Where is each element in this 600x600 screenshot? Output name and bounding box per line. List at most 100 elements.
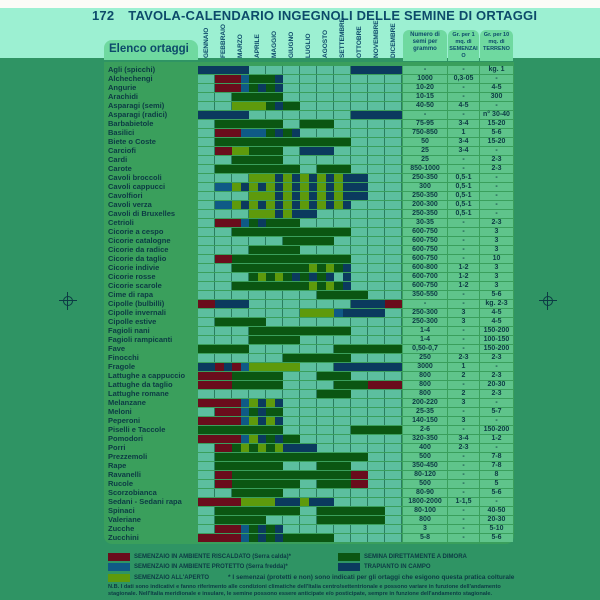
month-cell <box>368 327 385 335</box>
legend-label: TRAPIANTO IN CAMPO <box>364 564 431 570</box>
month-header: OTTOBRE <box>356 26 363 58</box>
month-cell <box>351 336 368 344</box>
period-mark <box>351 381 360 389</box>
period-mark <box>300 255 309 263</box>
period-mark <box>308 210 317 218</box>
period-mark <box>291 246 300 254</box>
seeds-value: 500 <box>403 453 447 461</box>
table-row: Zucchini 5-8-5-6 <box>104 533 514 542</box>
period-mark <box>223 471 232 479</box>
period-mark <box>232 471 241 479</box>
g1-value: - <box>448 507 479 515</box>
period-mark <box>266 210 275 218</box>
period-mark <box>215 363 224 371</box>
month-cell <box>334 489 351 497</box>
month-cell <box>334 246 351 254</box>
period-mark <box>274 408 283 416</box>
month-cell <box>232 246 249 254</box>
month-cell <box>232 174 249 182</box>
period-mark <box>223 75 232 83</box>
month-cell <box>385 354 402 362</box>
period-mark <box>300 309 309 317</box>
g1-value: - <box>448 84 479 92</box>
period-mark <box>232 408 241 416</box>
period-mark <box>291 480 300 488</box>
period-mark <box>317 255 326 263</box>
g1-value: - <box>448 156 479 164</box>
month-cell <box>300 525 317 533</box>
period-mark <box>257 516 266 524</box>
period-mark <box>266 336 275 344</box>
period-mark <box>359 480 368 488</box>
period-mark <box>257 210 266 218</box>
period-mark <box>249 102 258 110</box>
month-cell <box>300 363 317 371</box>
month-cell <box>385 147 402 155</box>
period-mark <box>232 399 241 407</box>
table-row: Rucole 500-5 <box>104 479 514 488</box>
g10-value: 3 <box>480 264 513 272</box>
vegetable-name: Ravanelli <box>108 470 141 479</box>
period-mark <box>240 426 249 434</box>
period-mark <box>232 426 241 434</box>
month-cell <box>317 363 334 371</box>
table-row: Cetrioli 30-35-2-3 <box>104 218 514 227</box>
month-cell <box>385 165 402 173</box>
month-cell <box>351 534 368 542</box>
period-mark <box>274 426 283 434</box>
month-cell <box>317 444 334 452</box>
month-cell <box>368 129 385 137</box>
g10-value: 7-8 <box>480 462 513 470</box>
period-mark <box>325 291 334 299</box>
month-cell <box>215 309 232 317</box>
month-cell <box>334 147 351 155</box>
period-mark <box>283 165 292 173</box>
page-title: 172 TAVOLA-CALENDARIO INGEGNOLI DELLE SEM… <box>92 8 537 23</box>
month-cell <box>232 390 249 398</box>
g1-value: 0,5-1 <box>448 183 479 191</box>
period-mark <box>223 534 232 542</box>
period-mark <box>206 363 215 371</box>
period-mark <box>334 345 343 353</box>
period-mark <box>266 363 275 371</box>
month-cell <box>385 156 402 164</box>
vegetable-name: Fagioli nani <box>108 326 150 335</box>
period-mark <box>359 192 368 200</box>
period-mark <box>300 471 309 479</box>
period-mark <box>274 282 283 290</box>
seeds-value: 600-700 <box>403 273 447 281</box>
period-mark <box>266 462 275 470</box>
period-mark <box>215 219 224 227</box>
g10-value: 10 <box>480 255 513 263</box>
month-cell <box>317 102 334 110</box>
period-mark <box>274 264 283 272</box>
registration-mark-icon <box>59 292 77 310</box>
period-mark <box>274 399 283 407</box>
period-mark <box>317 147 326 155</box>
month-cell <box>385 84 402 92</box>
g10-value: 20-30 <box>480 516 513 524</box>
period-mark <box>291 183 300 191</box>
table-row: Ravanelli 80-120-8 <box>104 470 514 479</box>
period-mark <box>249 219 258 227</box>
period-mark <box>206 345 215 353</box>
month-cell <box>300 291 317 299</box>
month-cell <box>351 354 368 362</box>
period-mark <box>274 228 283 236</box>
g10-value: 5-6 <box>480 291 513 299</box>
month-cell <box>368 318 385 326</box>
period-mark <box>351 111 360 119</box>
period-mark <box>266 165 275 173</box>
period-mark <box>308 264 317 272</box>
table-row: Cavoli verza 200-300 0,5-1- <box>104 200 514 209</box>
table-row: Sedani - Sedani rapa 1800-2000 1-1,5- <box>104 497 514 506</box>
period-mark <box>308 354 317 362</box>
g1-value: 3-4 <box>448 435 479 443</box>
period-mark <box>223 435 232 443</box>
period-mark <box>232 525 241 533</box>
vegetable-name: Basilici <box>108 128 135 137</box>
period-mark <box>232 75 241 83</box>
period-mark <box>266 183 275 191</box>
period-mark <box>291 237 300 245</box>
period-mark <box>283 192 292 200</box>
